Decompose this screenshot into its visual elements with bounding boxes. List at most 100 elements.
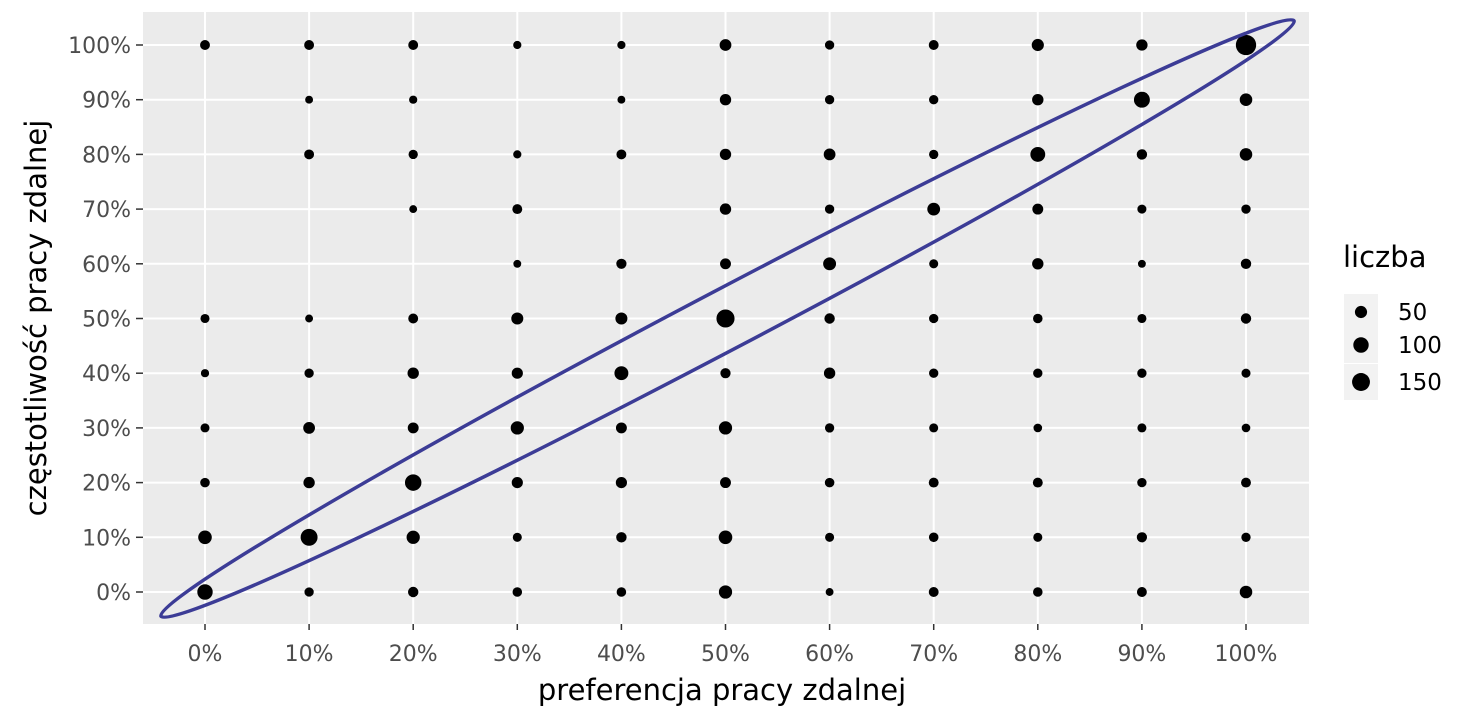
data-point	[1137, 313, 1147, 324]
legend-title: liczba	[1343, 240, 1426, 274]
data-point	[824, 313, 835, 324]
data-point	[303, 422, 315, 434]
legend-key	[1354, 305, 1368, 319]
data-point	[720, 258, 731, 270]
y-axis-title: częstotliwość pracy zdalnej	[19, 120, 53, 517]
data-point	[304, 149, 315, 160]
y-tick-label: 20%	[82, 472, 131, 497]
highlight-ellipse	[159, 17, 1296, 620]
x-tick-label: 100%	[1215, 642, 1278, 667]
y-tick-label: 100%	[68, 34, 131, 59]
data-point	[1033, 368, 1043, 378]
data-point	[511, 477, 523, 489]
x-axis-ticks: 0% 10% 20% 30% 40% 50% 60% 70% 80% 90% 100%	[188, 624, 1278, 667]
data-point	[1137, 477, 1147, 488]
data-point	[927, 202, 941, 216]
x-tick-label: 70%	[909, 642, 958, 667]
data-point	[198, 530, 212, 545]
data-point	[928, 477, 939, 488]
data-point	[408, 313, 419, 324]
data-point	[929, 95, 939, 105]
x-axis-title: preferencja pracy zdalnej	[538, 673, 906, 707]
data-point	[1241, 423, 1251, 433]
data-point	[407, 422, 419, 434]
y-tick-label: 10%	[82, 526, 131, 551]
data-point	[1133, 91, 1150, 108]
data-point	[1031, 38, 1044, 52]
data-point	[1239, 93, 1253, 106]
data-point	[824, 95, 835, 105]
data-point	[823, 367, 836, 379]
x-tick-label: 50%	[701, 642, 750, 667]
y-tick-label: 60%	[82, 253, 131, 278]
data-point	[406, 530, 420, 544]
y-tick-label: 40%	[82, 362, 131, 387]
data-point	[718, 530, 733, 545]
y-tick-label: 0%	[96, 581, 131, 606]
data-point	[823, 257, 837, 271]
data-point	[824, 423, 835, 433]
data-point	[616, 532, 627, 543]
data-point	[928, 40, 939, 50]
data-points	[197, 34, 1257, 600]
data-point	[615, 477, 627, 489]
y-axis-ticks: 0% 10% 20% 30% 40% 50% 60% 70% 80% 90% 100%	[68, 34, 143, 606]
data-point	[513, 150, 522, 159]
data-point	[617, 95, 626, 104]
data-point	[200, 477, 210, 488]
data-point	[1136, 149, 1148, 160]
data-point	[408, 149, 418, 160]
data-point	[511, 367, 523, 379]
data-point	[929, 368, 939, 378]
data-point	[824, 477, 835, 488]
highlight-ellipse-shape	[159, 17, 1296, 620]
data-point	[616, 149, 627, 160]
data-point	[304, 40, 315, 50]
data-point	[305, 314, 314, 323]
data-point	[928, 587, 939, 597]
y-tick-label: 90%	[82, 89, 131, 114]
data-point	[825, 532, 835, 542]
data-point	[513, 259, 522, 268]
data-point	[929, 149, 939, 160]
data-point	[719, 148, 732, 161]
legend-label: 150	[1398, 370, 1442, 396]
data-point	[929, 313, 939, 324]
data-point	[720, 368, 731, 379]
data-point	[616, 258, 627, 269]
data-point	[1033, 587, 1043, 597]
data-point	[1032, 258, 1044, 270]
legend-key	[1353, 337, 1369, 353]
data-point	[1137, 204, 1147, 214]
data-point	[824, 204, 835, 214]
data-point	[1241, 532, 1251, 542]
data-point	[407, 586, 419, 598]
x-tick-label: 10%	[285, 642, 334, 667]
data-point	[1033, 532, 1043, 542]
data-point	[825, 588, 834, 596]
x-tick-label: 80%	[1013, 642, 1062, 667]
data-point	[719, 94, 732, 106]
x-tick-label: 30%	[493, 642, 542, 667]
legend-key	[1352, 373, 1370, 391]
data-point	[200, 369, 210, 378]
data-point	[1136, 39, 1148, 51]
data-point	[305, 95, 314, 104]
y-tick-label: 30%	[82, 417, 131, 442]
data-point	[408, 40, 419, 50]
data-point	[719, 203, 732, 215]
data-point	[200, 423, 210, 433]
legend-label: 100	[1398, 333, 1442, 359]
data-point	[1136, 532, 1148, 543]
data-point	[615, 422, 627, 434]
x-tick-label: 0%	[188, 642, 223, 667]
data-point	[1235, 34, 1257, 56]
data-point	[304, 368, 314, 378]
data-point	[1137, 368, 1147, 378]
data-point	[407, 367, 419, 379]
data-point	[200, 40, 210, 50]
data-point	[512, 587, 523, 597]
data-point	[824, 40, 835, 50]
size-legend: liczba 50 100 150	[1343, 240, 1442, 400]
